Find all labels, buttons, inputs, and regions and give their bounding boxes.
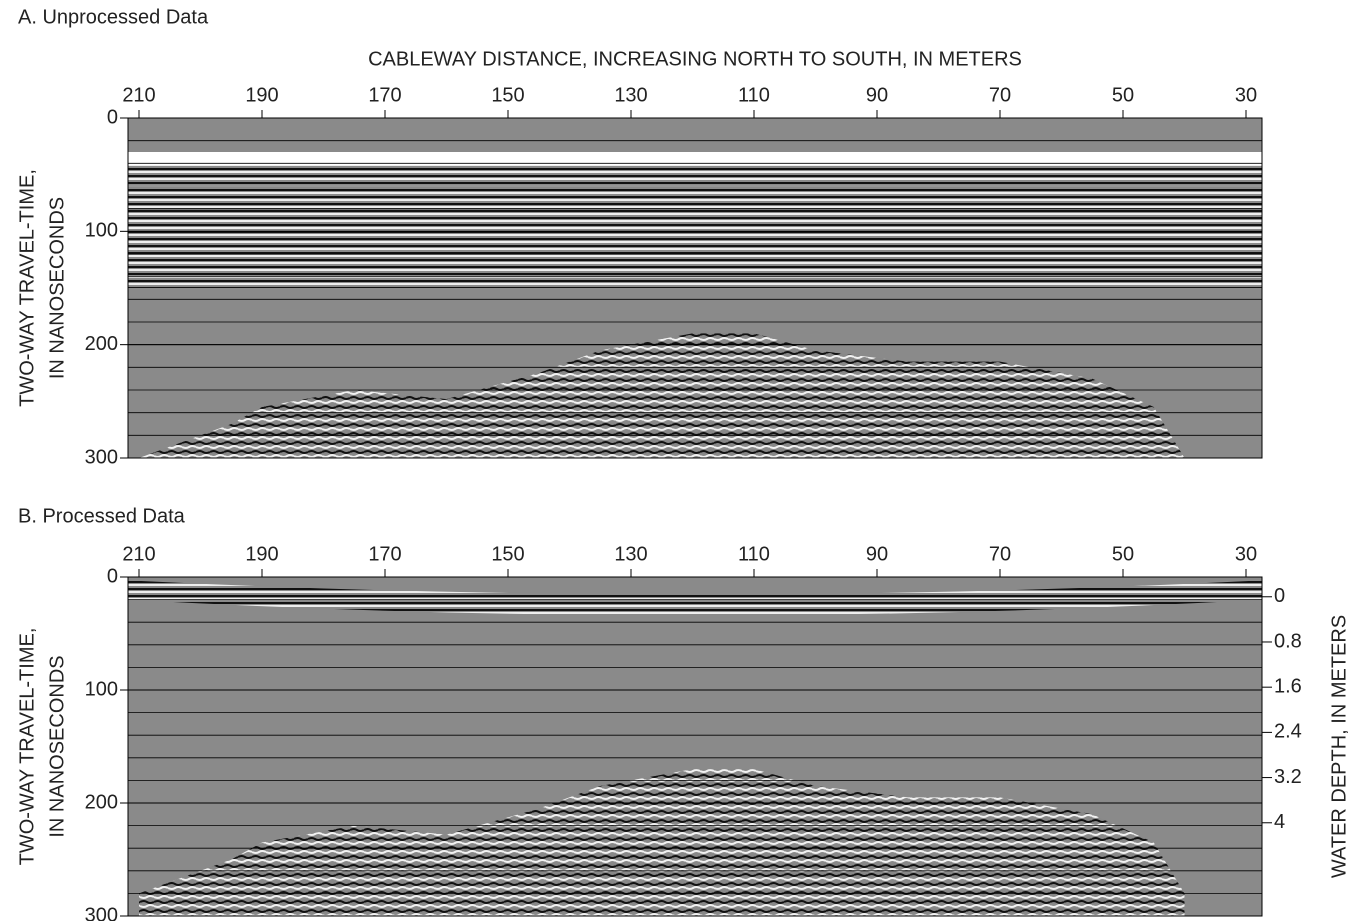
y-tick-label: 100 bbox=[85, 220, 118, 242]
panel-title: A. Unprocessed Data bbox=[18, 6, 209, 28]
y-tick-label: 100 bbox=[85, 678, 118, 700]
x-tick-label: 90 bbox=[866, 84, 888, 106]
x-tick-label: 90 bbox=[866, 543, 888, 565]
x-tick-label: 190 bbox=[245, 543, 278, 565]
x-tick-label: 50 bbox=[1112, 84, 1134, 106]
y-tick-label: 300 bbox=[85, 904, 118, 921]
y2-tick-label: 2.4 bbox=[1274, 721, 1302, 743]
y-tick-label: 0 bbox=[107, 106, 118, 128]
x-tick-label: 150 bbox=[491, 543, 524, 565]
x-tick-label: 170 bbox=[368, 84, 401, 106]
y-axis-label: IN NANOSECONDS bbox=[46, 655, 68, 837]
panel-title: B. Processed Data bbox=[18, 505, 186, 527]
streambed-reflections bbox=[139, 333, 1185, 458]
direct-wave-band bbox=[128, 152, 1262, 166]
y-axis-label: IN NANOSECONDS bbox=[46, 197, 68, 379]
y2-tick-label: 0 bbox=[1274, 585, 1285, 607]
x-tick-label: 150 bbox=[491, 84, 524, 106]
x-tick-label: 130 bbox=[614, 543, 647, 565]
y-axis-label: TWO-WAY TRAVEL-TIME, bbox=[16, 628, 38, 866]
x-tick-label: 110 bbox=[738, 84, 770, 106]
y2-tick-label: 4 bbox=[1274, 811, 1285, 833]
x-tick-label: 210 bbox=[122, 84, 155, 106]
x-tick-label: 70 bbox=[989, 84, 1011, 106]
y-tick-label: 200 bbox=[85, 333, 118, 355]
reflection-bands bbox=[128, 165, 1262, 288]
x-tick-label: 110 bbox=[738, 543, 770, 565]
y-tick-label: 200 bbox=[85, 791, 118, 813]
y-tick-label: 0 bbox=[107, 565, 118, 587]
x-tick-label: 30 bbox=[1235, 84, 1257, 106]
y-axis-label: TWO-WAY TRAVEL-TIME, bbox=[16, 169, 38, 407]
y2-tick-label: 1.6 bbox=[1274, 675, 1302, 697]
x-tick-label: 30 bbox=[1235, 543, 1257, 565]
x-axis-label: CABLEWAY DISTANCE, INCREASING NORTH TO S… bbox=[368, 48, 1022, 70]
y2-tick-label: 0.8 bbox=[1274, 630, 1302, 652]
surface-reflection-bands bbox=[128, 580, 1262, 616]
x-tick-label: 130 bbox=[614, 84, 647, 106]
x-tick-label: 170 bbox=[368, 543, 401, 565]
x-tick-label: 70 bbox=[989, 543, 1011, 565]
x-tick-label: 50 bbox=[1112, 543, 1134, 565]
x-tick-label: 210 bbox=[122, 543, 155, 565]
x-tick-label: 190 bbox=[245, 84, 278, 106]
y-tick-label: 300 bbox=[85, 446, 118, 468]
streambed-reflections bbox=[139, 769, 1185, 916]
y2-axis-label: WATER DEPTH, IN METERS bbox=[1328, 615, 1350, 878]
y2-tick-label: 3.2 bbox=[1274, 766, 1302, 788]
